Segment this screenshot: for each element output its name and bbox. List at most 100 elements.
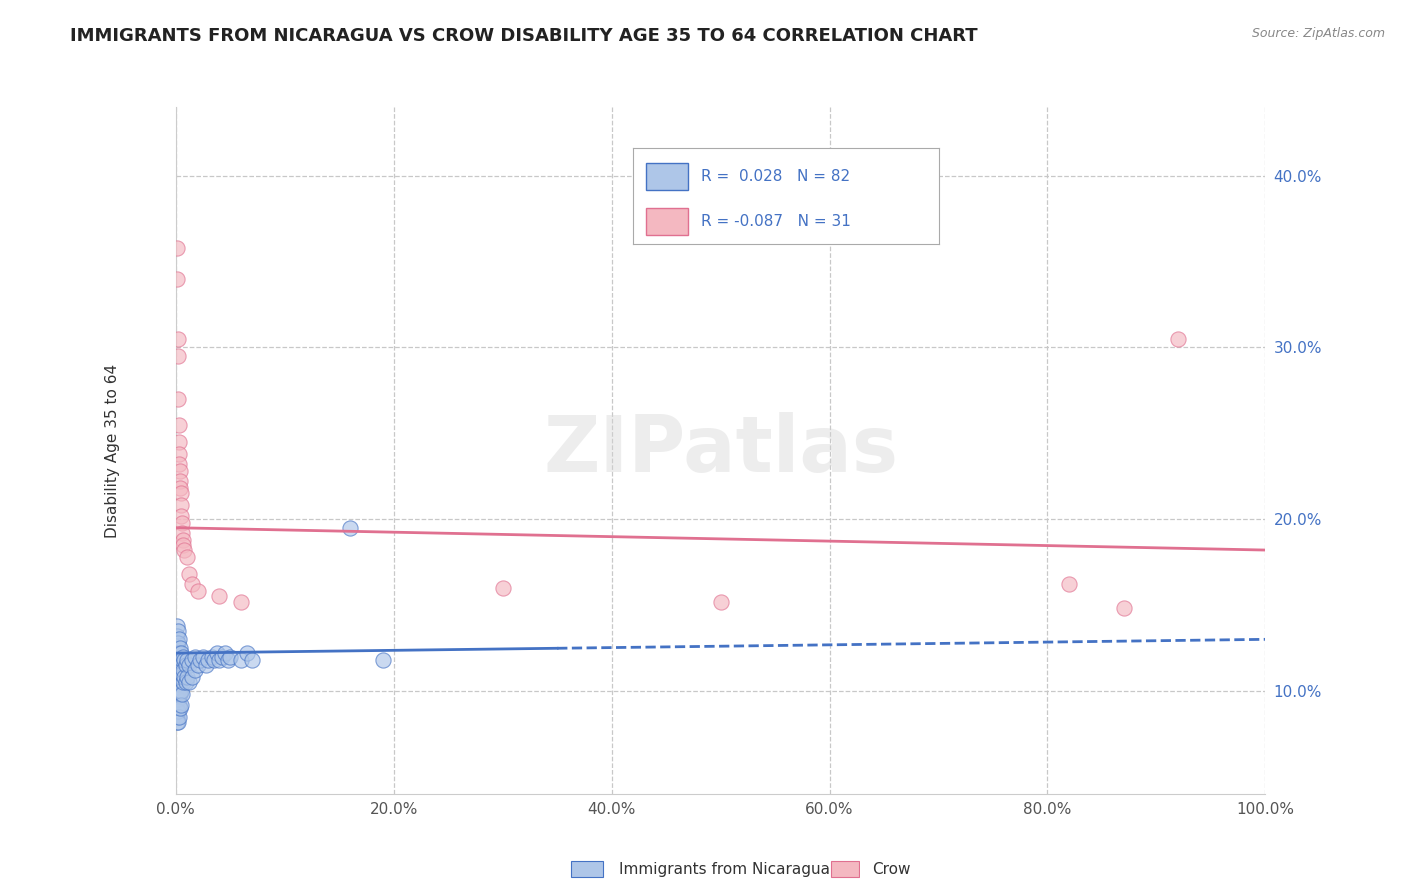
- Point: [166, 709, 188, 723]
- Point: [167, 417, 190, 432]
- Point: [231, 653, 253, 667]
- Point: [166, 670, 188, 684]
- Point: [167, 705, 190, 719]
- Text: Immigrants from Nicaragua: Immigrants from Nicaragua: [619, 863, 830, 877]
- Point: [167, 636, 190, 650]
- Point: [184, 663, 207, 677]
- Point: [186, 584, 209, 599]
- Point: [170, 499, 193, 513]
- Point: [170, 670, 193, 684]
- Point: [167, 624, 190, 638]
- Point: [167, 692, 190, 706]
- Point: [169, 640, 191, 655]
- Point: [188, 653, 211, 667]
- Point: [205, 646, 228, 660]
- Point: [169, 475, 191, 489]
- Point: [184, 649, 207, 664]
- Point: [166, 241, 188, 255]
- Point: [172, 533, 194, 547]
- Point: [167, 646, 190, 660]
- Point: [167, 714, 190, 729]
- Point: [169, 481, 191, 495]
- Point: [167, 392, 190, 406]
- Point: [172, 516, 194, 530]
- Point: [173, 670, 195, 684]
- Point: [1112, 601, 1135, 615]
- Point: [181, 577, 204, 591]
- Point: [166, 698, 188, 712]
- Point: [169, 701, 191, 715]
- Point: [240, 653, 263, 667]
- Point: [214, 646, 236, 660]
- Point: [169, 653, 191, 667]
- Point: [167, 709, 190, 723]
- Point: [177, 658, 200, 673]
- Point: [170, 646, 193, 660]
- Point: [167, 653, 190, 667]
- Point: [170, 486, 193, 500]
- Point: [166, 681, 188, 695]
- Point: [167, 663, 190, 677]
- Point: [197, 653, 219, 667]
- Point: [166, 692, 188, 706]
- Point: [208, 590, 231, 604]
- Point: [191, 649, 214, 664]
- Point: [176, 653, 198, 667]
- Point: [172, 666, 194, 681]
- Text: IMMIGRANTS FROM NICARAGUA VS CROW DISABILITY AGE 35 TO 64 CORRELATION CHART: IMMIGRANTS FROM NICARAGUA VS CROW DISABI…: [70, 27, 979, 45]
- Point: [176, 549, 198, 564]
- FancyBboxPatch shape: [831, 861, 859, 877]
- Point: [181, 670, 204, 684]
- Point: [166, 618, 188, 632]
- Point: [166, 271, 188, 285]
- Point: [166, 687, 188, 701]
- Point: [202, 653, 225, 667]
- Point: [167, 434, 190, 449]
- Point: [371, 653, 394, 667]
- Point: [170, 683, 193, 698]
- Point: [170, 658, 193, 673]
- Point: [167, 457, 190, 471]
- Point: [166, 663, 188, 677]
- Point: [174, 675, 197, 690]
- Point: [167, 632, 190, 647]
- Point: [169, 687, 191, 701]
- Point: [173, 653, 195, 667]
- Point: [166, 629, 188, 643]
- Point: [219, 649, 242, 664]
- Point: [170, 508, 193, 523]
- Point: [172, 687, 194, 701]
- FancyBboxPatch shape: [571, 861, 603, 877]
- Point: [201, 649, 224, 664]
- Point: [169, 675, 191, 690]
- Point: [167, 447, 190, 461]
- Point: [167, 653, 190, 667]
- Point: [166, 675, 188, 690]
- Point: [1057, 577, 1080, 591]
- Point: [231, 594, 253, 608]
- Point: [167, 658, 190, 673]
- Point: [166, 714, 188, 729]
- Point: [172, 663, 194, 677]
- Point: [235, 646, 257, 660]
- Point: [167, 646, 190, 660]
- Point: [172, 653, 194, 667]
- Point: [172, 538, 194, 552]
- Point: [167, 683, 190, 698]
- Point: [167, 332, 190, 346]
- Point: [710, 594, 733, 608]
- Point: [167, 670, 190, 684]
- Point: [208, 653, 231, 667]
- Point: [176, 670, 198, 684]
- Point: [167, 675, 190, 690]
- Point: [492, 581, 515, 595]
- Point: [195, 658, 218, 673]
- Point: [169, 464, 191, 478]
- Point: [166, 636, 188, 650]
- Point: [339, 521, 361, 535]
- Point: [167, 687, 190, 701]
- Point: [172, 675, 194, 690]
- Point: [166, 653, 188, 667]
- Point: [174, 658, 197, 673]
- Text: Crow: Crow: [872, 863, 910, 877]
